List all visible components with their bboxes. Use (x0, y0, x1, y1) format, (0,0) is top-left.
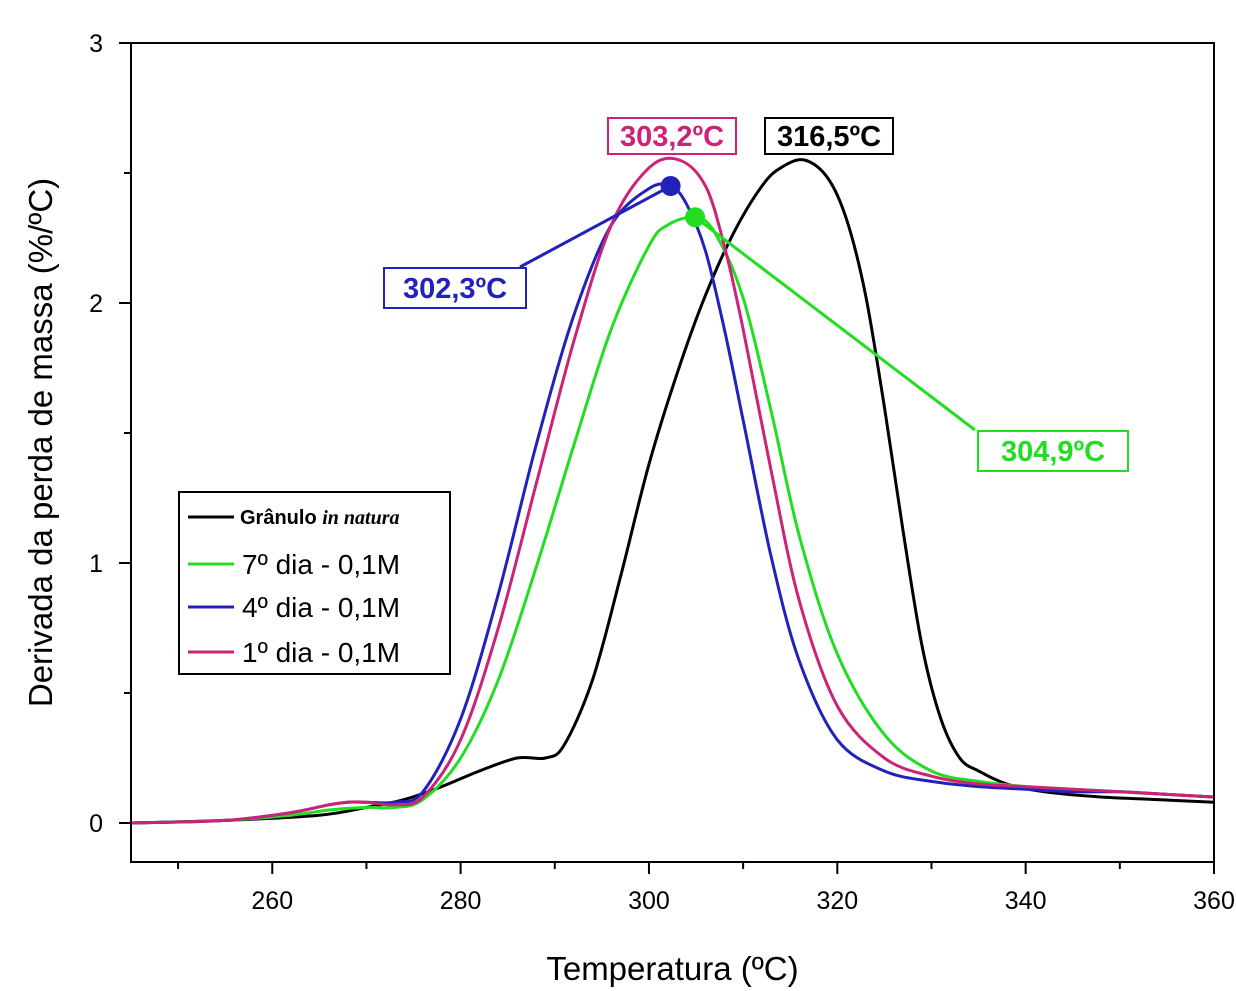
annotation-leader (694, 216, 976, 432)
x-tick-label: 260 (251, 887, 293, 915)
legend-label-4: 1º dia - 0,1M (242, 637, 400, 668)
annotation-3: 302,3ºC (383, 176, 681, 309)
series-line-1 (130, 158, 1215, 825)
legend: Grânulo in natura 7º dia - 0,1M 4º dia - 0… (178, 491, 451, 675)
annotation-label: 303,2ºC (620, 121, 724, 153)
annotation-box (764, 117, 894, 155)
y-tick-label: 3 (89, 30, 103, 58)
x-tick-label: 280 (440, 887, 482, 915)
y-tick-label: 0 (89, 810, 103, 838)
annotation-box (607, 117, 737, 155)
annotation-1: 303,2ºC (607, 117, 737, 155)
y-tick-label: 1 (89, 550, 103, 578)
plot-border (130, 42, 1215, 863)
annotation-marker (660, 176, 681, 196)
annotation-label: 316,5ºC (777, 121, 881, 153)
x-axis-title: Temperatura (ºC) (546, 950, 798, 987)
annotation-label: 302,3ºC (403, 273, 507, 305)
annotation-marker (685, 207, 706, 228)
annotation-4: 304,9ºC (685, 207, 1129, 472)
x-tick-label: 360 (1193, 887, 1235, 915)
series-line-4 (130, 156, 1215, 825)
x-tick-label: 320 (816, 887, 858, 915)
y-tick-label: 2 (89, 290, 103, 318)
x-tick-label: 340 (1005, 887, 1047, 915)
legend-label-1: Grânulo in natura (240, 507, 400, 529)
annotation-leader (519, 184, 672, 269)
ticks: 260 280 300 320 340 360 0 1 2 3 (89, 30, 1235, 915)
legend-label-3: 4º dia - 0,1M (242, 592, 400, 623)
annotation-label: 304,9ºC (1001, 436, 1105, 468)
x-tick-label: 300 (628, 887, 670, 915)
series-line-2 (130, 215, 1215, 825)
legend-box (178, 491, 451, 675)
annotation-box (383, 267, 527, 309)
annotation-box (977, 430, 1129, 472)
annotations: 303,2ºC 316,5ºC 302,3ºC 304,9ºC (383, 117, 1129, 472)
axes-frame (130, 42, 1215, 863)
plot-lines (130, 156, 1215, 825)
annotation-2: 316,5ºC (764, 117, 894, 155)
legend-label-2: 7º dia - 0,1M (242, 549, 400, 580)
y-axis-title: Derivada da perda de massa (%/ºC) (22, 178, 59, 707)
